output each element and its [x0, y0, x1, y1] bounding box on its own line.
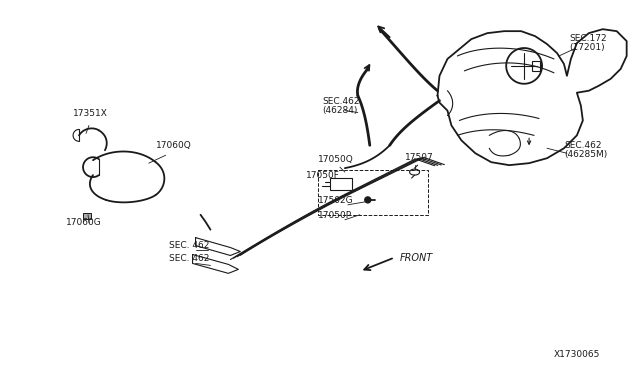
Text: 17060G: 17060G — [66, 218, 102, 227]
Text: SEC. 462: SEC. 462 — [169, 254, 209, 263]
Text: 17351X: 17351X — [73, 109, 108, 118]
Text: FRONT: FRONT — [399, 253, 433, 263]
Text: 17050Q: 17050Q — [318, 155, 354, 164]
Text: 17060Q: 17060Q — [156, 141, 191, 150]
Circle shape — [365, 197, 371, 203]
Text: (46285M): (46285M) — [564, 150, 607, 159]
Text: 17507: 17507 — [404, 153, 433, 162]
Text: 17050F: 17050F — [306, 171, 340, 180]
Text: (46284): (46284) — [322, 106, 357, 115]
Bar — [330, 178, 352, 190]
Text: SEC.462: SEC.462 — [322, 97, 360, 106]
Text: 17050P: 17050P — [318, 211, 352, 220]
Text: SEC.462: SEC.462 — [564, 141, 602, 150]
Text: X1730065: X1730065 — [554, 350, 600, 359]
Bar — [318, 170, 428, 215]
Text: 17502G: 17502G — [318, 196, 354, 205]
Text: SEC.172: SEC.172 — [569, 34, 607, 43]
Text: SEC. 462: SEC. 462 — [169, 241, 209, 250]
Bar — [532, 61, 540, 71]
Bar — [83, 213, 91, 219]
Text: (17201): (17201) — [569, 43, 605, 52]
